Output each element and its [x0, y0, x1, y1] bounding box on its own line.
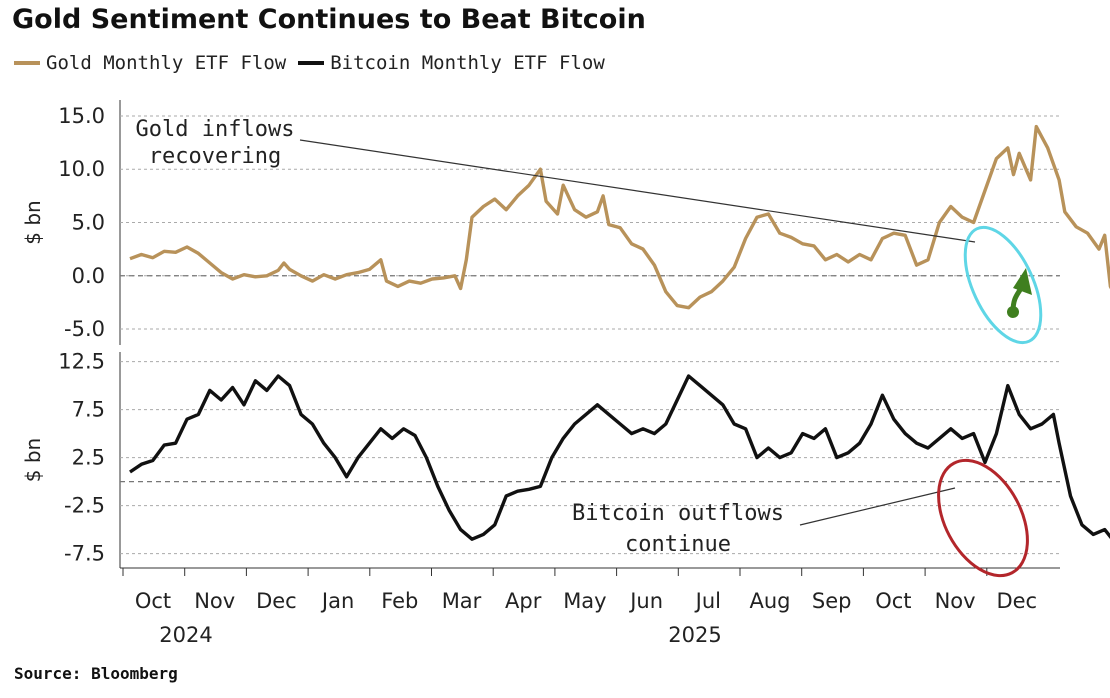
gold-annotation-line2: recovering	[149, 144, 281, 169]
bitcoin-y-axis-label: $ bn	[21, 438, 45, 482]
gold-y-tick-label: 5.0	[72, 211, 105, 235]
bitcoin-annotation-line2: continue	[625, 532, 731, 557]
arrow-tail	[1007, 306, 1019, 318]
bitcoin-y-tick-label: -2.5	[64, 494, 105, 518]
bitcoin-annotation-line1: Bitcoin outflows	[572, 501, 784, 526]
x-tick-label: Feb	[381, 589, 418, 613]
x-tick-label: Apr	[505, 589, 542, 613]
x-tick-label: Jul	[694, 589, 721, 613]
bitcoin-annotation-pointer	[799, 487, 956, 526]
x-tick-label: Sep	[812, 589, 852, 613]
gold-y-tick-label: -5.0	[64, 317, 105, 341]
arrow-head	[1013, 268, 1032, 295]
x-tick-label: Jan	[320, 589, 354, 613]
x-tick-label: Aug	[749, 589, 790, 613]
gold-y-tick-label: 0.0	[72, 264, 105, 288]
gold-y-tick-label: 10.0	[58, 157, 105, 181]
bitcoin-series-line	[129, 374, 1110, 541]
x-tick-label: May	[563, 589, 606, 613]
gold-y-tick-label: 15.0	[58, 104, 105, 128]
bitcoin-y-tick-label: 7.5	[72, 398, 105, 422]
legend-item-gold: Gold Monthly ETF Flow	[14, 52, 286, 74]
bitcoin-y-tick-label: 2.5	[72, 446, 105, 470]
bitcoin-y-tick-label: -7.5	[64, 542, 105, 566]
gold-annotation-pointer	[299, 139, 976, 243]
chart-title: Gold Sentiment Continues to Beat Bitcoin	[12, 4, 646, 35]
gold-highlight-ellipse	[963, 225, 1043, 345]
legend-label-gold: Gold Monthly ETF Flow	[46, 52, 287, 74]
x-tick-label: Dec	[996, 589, 1037, 613]
year-label-2025: 2025	[668, 623, 721, 647]
bitcoin-y-tick-label: 12.5	[58, 350, 105, 374]
legend-swatch-bitcoin	[298, 61, 325, 65]
source-note: Source: Bloomberg	[14, 664, 178, 683]
gold-series-line	[129, 124, 1110, 310]
x-tick-label: Oct	[875, 589, 911, 613]
x-tick-label: Nov	[935, 589, 976, 613]
x-tick-label: Mar	[442, 589, 482, 613]
x-tick-label: Dec	[256, 589, 297, 613]
legend-swatch-gold	[14, 61, 40, 65]
gold-annotation-line1: Gold inflows	[136, 117, 295, 142]
bitcoin-highlight-ellipse	[937, 458, 1029, 578]
x-tick-label: Nov	[194, 589, 235, 613]
legend: Gold Monthly ETF Flow Bitcoin Monthly ET…	[14, 52, 617, 74]
year-label-2024: 2024	[159, 623, 212, 647]
gold-y-axis-label: $ bn	[21, 200, 45, 244]
x-tick-label: Jun	[628, 589, 663, 613]
legend-item-bitcoin: Bitcoin Monthly ETF Flow	[298, 52, 605, 74]
x-tick-label: Oct	[135, 589, 171, 613]
legend-label-bitcoin: Bitcoin Monthly ETF Flow	[330, 52, 605, 74]
